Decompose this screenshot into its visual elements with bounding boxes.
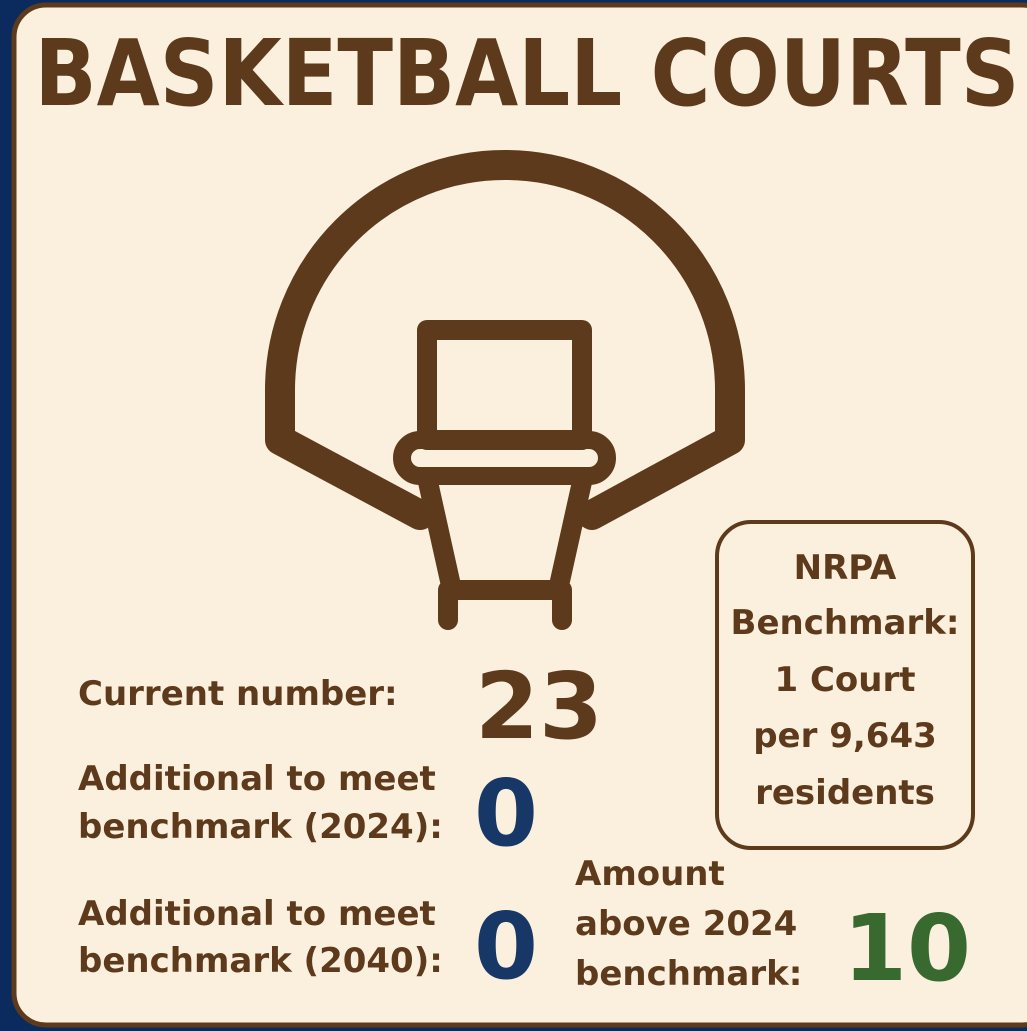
stat-label: benchmark (2024): <box>78 807 443 847</box>
stat-label: Current number: <box>78 674 398 714</box>
benchmark-text: 1 Court <box>774 660 915 700</box>
stat-value: 10 <box>843 895 971 1002</box>
stat-label: benchmark (2040): <box>78 941 443 981</box>
stat-label: above 2024 <box>575 904 797 944</box>
benchmark-text: residents <box>755 773 935 813</box>
benchmark-text: NRPA <box>794 548 897 588</box>
benchmark-box <box>715 520 975 850</box>
stat-value: 0 <box>474 893 538 1000</box>
hoop-icon <box>265 150 745 630</box>
stat-label: Additional to meet <box>78 759 436 799</box>
title: BASKETBALL COURTS <box>35 20 1020 127</box>
stat-value: 23 <box>475 653 603 760</box>
stat-label: Amount <box>575 854 725 894</box>
stat-label: benchmark: <box>575 954 802 994</box>
benchmark-text: per 9,643 <box>753 716 937 756</box>
stat-value: 0 <box>474 760 538 867</box>
benchmark-text: Benchmark: <box>731 603 960 643</box>
stat-label: Additional to meet <box>78 894 436 934</box>
card <box>11 2 1027 1028</box>
